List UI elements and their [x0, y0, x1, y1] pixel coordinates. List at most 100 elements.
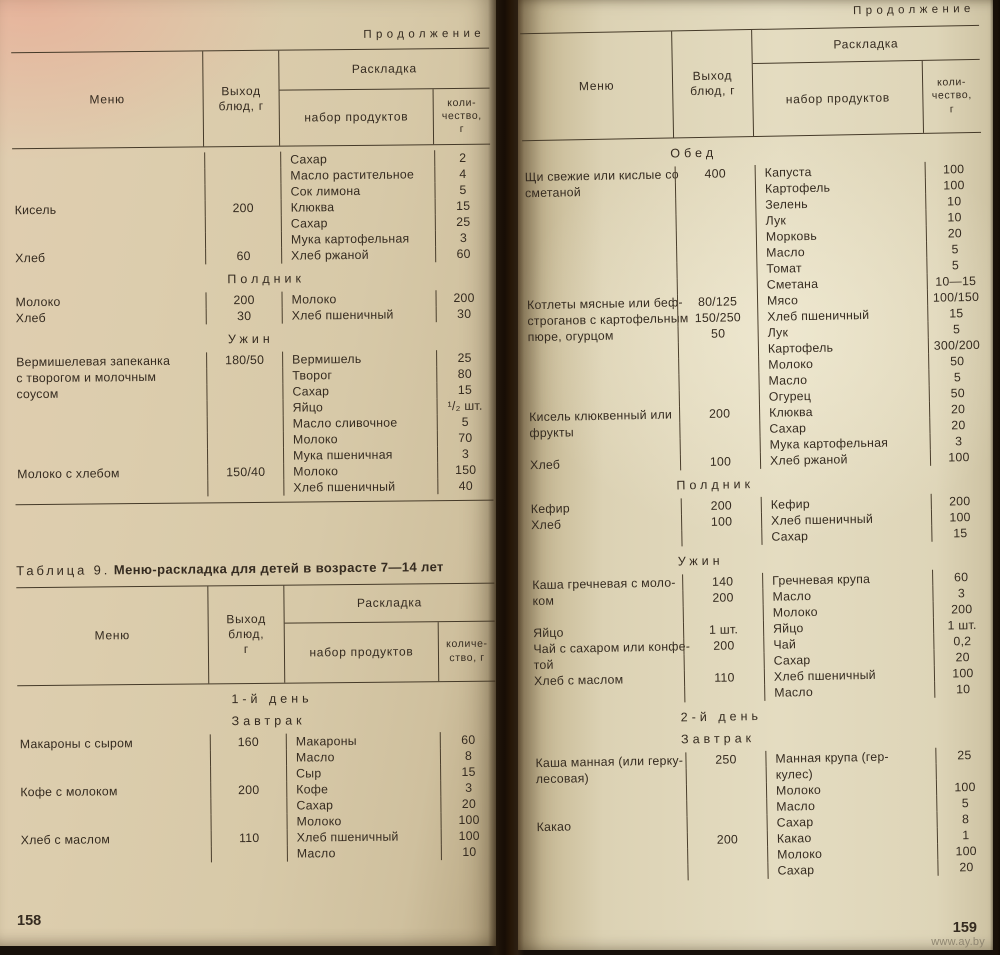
prod-cell: Макароны [285, 732, 440, 750]
meal-section-header: Полдник [676, 477, 755, 493]
out-cell [204, 183, 281, 201]
menu-cell: Вермишелевая запеканка [16, 353, 171, 370]
menu-cell: Хлеб [15, 250, 46, 266]
qty-cell: 20 [933, 648, 991, 666]
table-header: Меню Выход блюд, г Раскладка набор проду… [520, 24, 982, 142]
col-header-products: набор продуктов [284, 622, 440, 683]
prod-cell: Масло сливочное [282, 414, 437, 432]
qty-cell: 5 [926, 240, 984, 258]
page-number: 158 [17, 913, 42, 929]
col-header-menu: Меню [11, 51, 205, 149]
out-cell [206, 431, 283, 449]
out-cell [687, 862, 768, 881]
out-cell [675, 212, 756, 231]
prod-cell: Масло [286, 844, 441, 862]
menu-cell: Хлеб [15, 310, 46, 326]
menu-cell: Молоко с хлебом [17, 466, 120, 482]
menu-cell: соусом [16, 386, 59, 402]
out-cell: 200 [682, 588, 763, 607]
menu-cell: Хлеб с маслом [20, 832, 111, 848]
menu-rows-block: Каша манная (или герку- 250 Манная крупа (… [533, 746, 993, 883]
qty-cell: 100 [933, 664, 992, 682]
meal-section-header: Ужин [227, 331, 274, 347]
prod-cell: Хлеб пшеничный [283, 478, 438, 496]
menu-cell: Кофе с молоком [20, 784, 118, 800]
qty-cell: 100 [930, 508, 989, 526]
out-cell [676, 260, 757, 279]
col-header-output: Выход блюд, г [672, 30, 755, 138]
out-cell [685, 782, 767, 801]
qty-cell: 200 [932, 600, 990, 618]
prod-cell: Сок лимона [280, 182, 435, 200]
menu-cell [535, 864, 687, 883]
qty-cell: 3 [932, 584, 990, 602]
watermark: www.ay.by [931, 936, 985, 948]
out-cell [206, 447, 284, 465]
out-cell [684, 684, 765, 703]
qty-cell: 1 [936, 826, 993, 844]
right-page: Продолжение Меню Выход блюд, г Раскладка… [518, 0, 993, 950]
out-cell [210, 813, 287, 831]
qty-cell: 10—15 [926, 272, 984, 290]
out-cell [686, 814, 767, 833]
out-cell [206, 367, 283, 385]
prod-cell: Яйцо [282, 398, 437, 416]
out-cell: 60 [205, 247, 282, 265]
meal-section-header: Полдник [227, 271, 306, 287]
prod-cell: Молоко [281, 290, 436, 308]
menu-cell [12, 152, 204, 170]
col-header-raskladka: Раскладка [284, 583, 495, 624]
prod-cell: Сахар [761, 525, 932, 545]
table-row: Хлеб 60 Хлеб ржаной 60 [13, 245, 492, 267]
qty-cell: 100 [935, 778, 993, 796]
menu-cell [13, 232, 205, 250]
qty-cell: 20 [928, 400, 987, 418]
qty-cell: 5 [936, 794, 993, 812]
table9-caption-title: Меню-раскладка для детей в возрасте 7—14… [113, 559, 444, 578]
menu-rows-block: Макароны с сыром 160 Макароны 60 Масло 8 Сыр 15… [18, 731, 496, 865]
out-cell: 200 [678, 404, 760, 423]
table9-header: Меню Выход блюд, г Раскладка набор проду… [16, 582, 496, 687]
qty-cell: 50 [928, 352, 986, 370]
menu-cell: Хлеб [529, 457, 561, 473]
prod-cell: Сахар [282, 382, 437, 400]
table9-caption-label: Таблица 9. [16, 562, 111, 579]
prod-cell: Сахар [280, 214, 435, 232]
menu-rows-block: Вермишелевая запеканка 180/50 Вермишель 25 с… [14, 349, 494, 499]
meal-section-header: Завтрак [680, 731, 756, 747]
out-cell: 80/125 [676, 292, 758, 311]
out-cell [682, 604, 763, 623]
out-cell: 150/250 [677, 308, 758, 327]
out-cell [210, 845, 287, 863]
qty-cell: 20 [937, 858, 993, 876]
col-header-products: набор продуктов [752, 60, 925, 136]
col-header-products: набор продуктов [279, 89, 435, 146]
out-cell [679, 420, 760, 439]
menu-table-body: 1-й день Завтрак Макароны с сыром 160 Макаро… [17, 690, 496, 865]
qty-cell: 300/200 [927, 336, 986, 354]
menu-cell [529, 530, 681, 549]
out-cell [209, 749, 287, 767]
prod-cell: Мука картофельная [280, 230, 436, 248]
menu-rows-block: Кефир 200 Кефир 200 Хлеб 100 Хлеб пшеничный 100… [529, 492, 989, 549]
out-cell [204, 151, 281, 169]
out-cell [206, 415, 283, 433]
qty-cell: 5 [927, 320, 985, 338]
continuation-label: Продолжение [363, 27, 486, 41]
prod-cell: Молоко [283, 462, 438, 480]
out-cell: 30 [205, 307, 282, 325]
prod-cell: Хлеб пшеничный [286, 828, 441, 846]
out-cell: 140 [682, 572, 763, 591]
prod-cell: Молоко [282, 430, 437, 448]
out-cell: 200 [680, 496, 761, 515]
out-cell: 200 [686, 830, 768, 849]
meal-section-header: 2-й день [680, 708, 763, 725]
prod-cell: Хлеб ржаной [281, 246, 436, 264]
qty-cell: 60 [932, 568, 990, 586]
menu-cell [18, 798, 210, 816]
col-header-raskladka: Раскладка [279, 48, 490, 91]
qty-cell: 3 [434, 229, 492, 247]
out-cell [679, 436, 760, 455]
out-cell: 400 [674, 164, 755, 183]
qty-cell: 100 [924, 176, 983, 194]
